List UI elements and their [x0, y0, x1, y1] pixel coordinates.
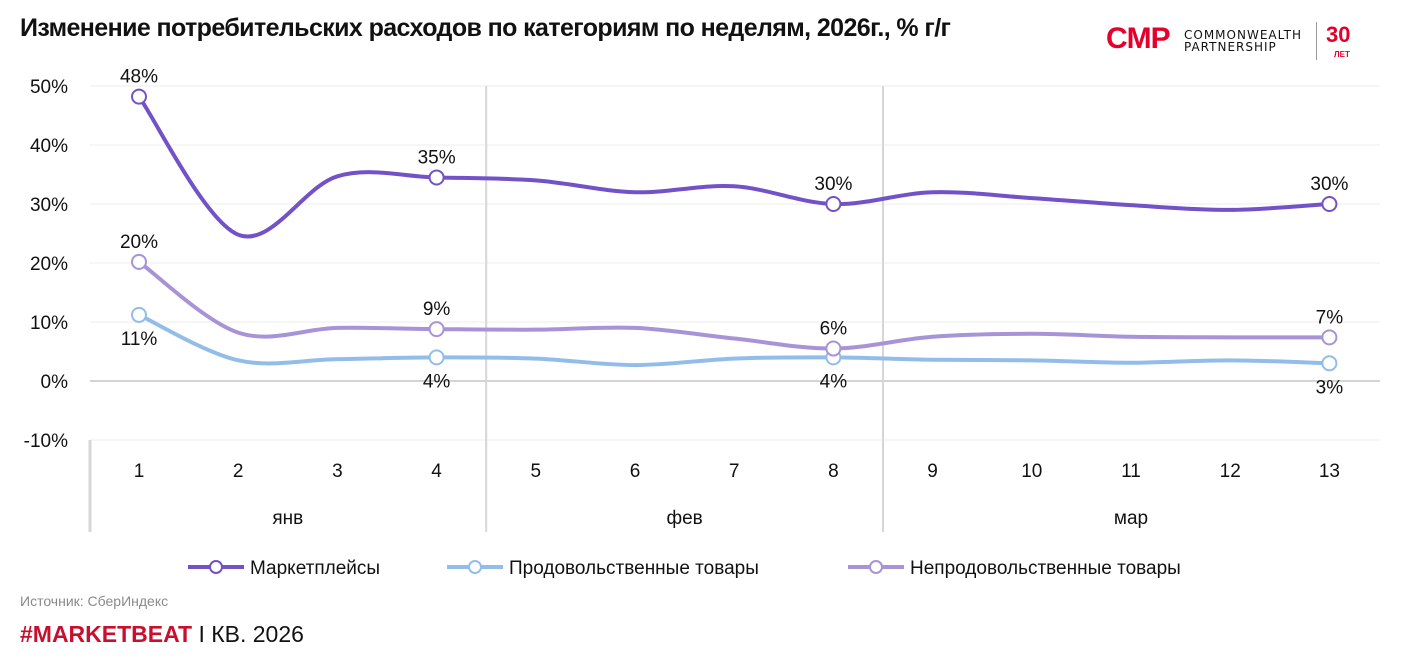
month-label: янв [272, 508, 303, 529]
x-tick-label: 5 [531, 461, 542, 482]
x-tick-label: 4 [431, 461, 442, 482]
data-point-marker [825, 340, 842, 357]
data-point-marker [131, 306, 147, 323]
data-point-marker [428, 349, 445, 366]
logo-mark: CMP [1106, 22, 1171, 55]
chart-title: Изменение потребительских расходов по ка… [20, 14, 951, 42]
series-line-3 [137, 259, 1332, 351]
logo-line-1: COMMONWEALTH [1184, 28, 1302, 42]
logo-wordmark: COMMONWEALTH PARTNERSHIP [1184, 29, 1302, 53]
y-tick-label: 10% [30, 313, 68, 334]
data-label: 30% [1310, 174, 1348, 195]
data-label: 30% [814, 174, 852, 195]
data-point-marker [428, 169, 445, 186]
x-tick-label: 11 [1121, 461, 1141, 482]
series-line-2 [137, 312, 1332, 368]
legend-swatch-marker [869, 560, 883, 574]
month-label: мар [1114, 508, 1148, 529]
y-tick-label: 0% [41, 372, 69, 393]
data-label: 7% [1316, 307, 1344, 328]
data-point-marker [1321, 355, 1338, 372]
data-point-marker [131, 253, 147, 270]
series-line-1 [137, 94, 1332, 239]
data-label: 20% [120, 232, 158, 253]
y-tick-label: 40% [30, 136, 68, 157]
x-tick-label: 10 [1021, 461, 1042, 482]
line-chart: -10%0%10%20%30%40%50%1 2 3 4 5 6 7 8 9 10 11 12 13ян… [24, 67, 1380, 579]
data-point-marker [825, 196, 842, 212]
data-point-marker [428, 321, 445, 338]
x-tick-label: 13 [1319, 461, 1340, 482]
source-note: Источник: СберИндекс [20, 593, 169, 609]
legend-swatch-marker [209, 560, 223, 574]
data-point-marker [131, 88, 147, 105]
y-tick-label: 20% [30, 254, 68, 275]
data-label: 35% [418, 147, 456, 168]
data-label: 4% [423, 371, 451, 392]
legend-label: Продовольственные товары [509, 558, 759, 579]
logo-line-2: PARTNERSHIP [1184, 40, 1277, 54]
x-tick-label: 6 [630, 461, 641, 482]
company-logo: CMP COMMONWEALTH PARTNERSHIP 30 ЛЕТ [1106, 20, 1366, 64]
data-point-marker [1321, 196, 1338, 212]
x-tick-label: 12 [1220, 461, 1241, 482]
legend-swatch-marker [468, 560, 482, 574]
x-tick-label: 3 [332, 461, 343, 482]
footer-brand: #MARKETBEAT I КВ. 2026 [20, 621, 304, 648]
data-label: 11% [121, 329, 158, 350]
x-tick-label: 2 [233, 461, 244, 482]
data-point-marker [1321, 329, 1338, 346]
data-label: 9% [423, 299, 451, 320]
y-tick-label: 30% [30, 195, 68, 216]
logo-years: 30 [1326, 22, 1351, 47]
footer-period: I КВ. 2026 [192, 621, 304, 647]
data-label: 48% [120, 67, 158, 88]
logo-divider [1316, 22, 1317, 60]
x-tick-label: 9 [927, 461, 938, 482]
x-tick-label: 7 [729, 461, 740, 482]
y-tick-label: 50% [30, 77, 68, 98]
x-tick-label: 8 [828, 461, 839, 482]
legend-label: Маркетплейсы [250, 558, 380, 579]
data-label: 3% [1316, 377, 1344, 398]
legend-label: Непродовольственные товары [910, 558, 1181, 579]
data-label: 6% [820, 319, 848, 340]
logo-years-sub: ЛЕТ [1334, 50, 1350, 59]
footer-hashtag: #MARKETBEAT [20, 621, 193, 647]
y-tick-label: -10% [24, 431, 68, 452]
x-tick-label: 1 [134, 461, 145, 482]
data-label: 4% [820, 371, 848, 392]
month-label: фев [666, 508, 702, 529]
